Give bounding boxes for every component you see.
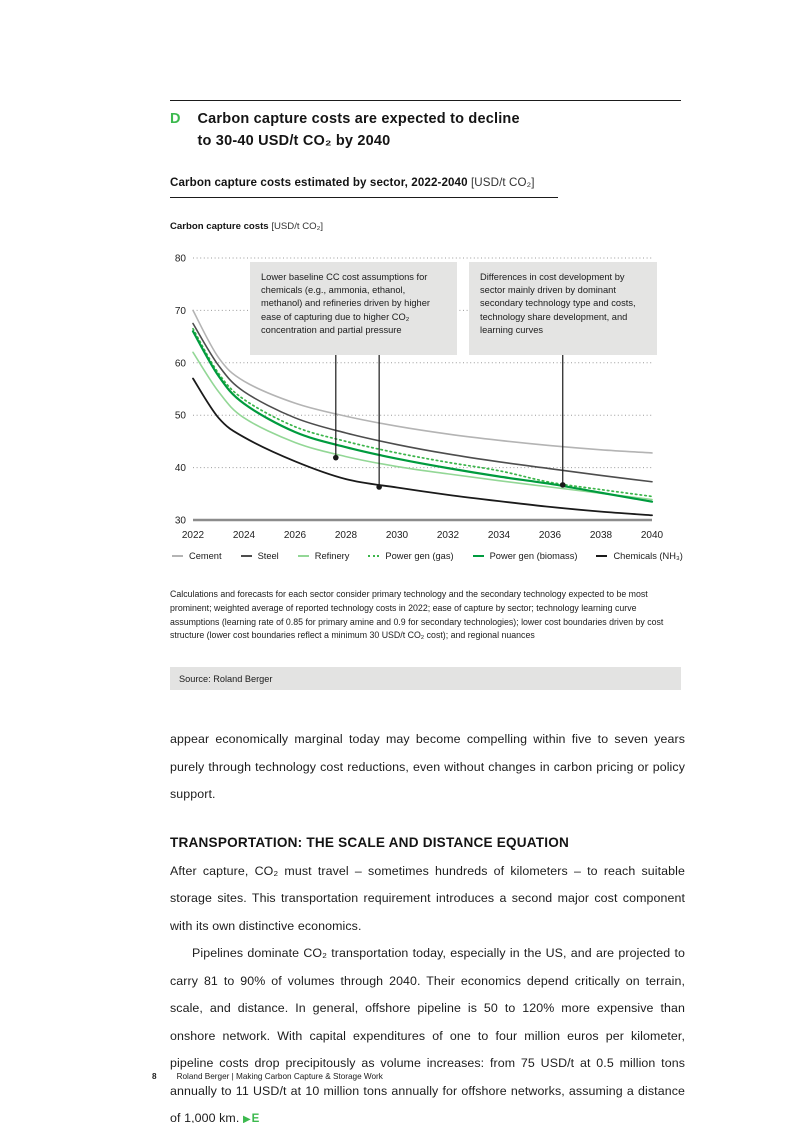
legend-swatch xyxy=(240,555,252,557)
svg-text:2034: 2034 xyxy=(488,530,511,541)
svg-text:80: 80 xyxy=(175,254,187,265)
section-heading-transportation: TRANSPORTATION: THE SCALE AND DISTANCE E… xyxy=(170,834,570,850)
svg-text:2032: 2032 xyxy=(437,530,460,541)
legend-label: Chemicals (NH₃) xyxy=(613,551,683,561)
chart-legend: Cement Steel Refinery Power gen (gas) Power … xyxy=(172,551,687,561)
body-paragraph-pipelines: Pipelines dominate CO₂ transportation to… xyxy=(170,940,685,1123)
chart-y-axis-title-text: Carbon capture costs xyxy=(170,221,269,232)
series-line-refinery xyxy=(192,351,653,501)
figure-e-label: E xyxy=(251,1113,260,1123)
legend-item-refinery: Refinery xyxy=(297,551,350,561)
series-line-cement xyxy=(192,309,653,454)
series-line-steel xyxy=(192,322,653,483)
legend-label: Power gen (biomass) xyxy=(489,551,578,561)
svg-text:2028: 2028 xyxy=(335,530,358,541)
exhibit-title-unit: [USD/t CO₂] xyxy=(470,176,535,189)
body-paragraph-capture: After capture, CO₂ must travel – sometim… xyxy=(170,863,685,933)
legend-item-power-gen-gas-: Power gen (gas) xyxy=(368,551,454,561)
legend-item-cement: Cement xyxy=(172,551,222,561)
svg-text:2030: 2030 xyxy=(386,530,409,541)
page-number: 8 xyxy=(152,1072,157,1081)
svg-text:2038: 2038 xyxy=(590,530,613,541)
play-icon: ▶ xyxy=(242,1114,252,1123)
exhibit-title: Carbon capture costs estimated by sector… xyxy=(170,176,681,189)
line-chart-canvas: 30 40 50 60 70 80 2022 2024 2026 2028 2030 2032 2034… xyxy=(175,254,664,542)
header-rule xyxy=(170,100,681,101)
exhibit-header: D Carbon capture costs are expected to d… xyxy=(170,108,681,152)
exhibit-headline: Carbon capture costs are expected to dec… xyxy=(197,111,520,149)
exhibit-title-text: Carbon capture costs estimated by sector… xyxy=(170,176,468,189)
carbon-capture-cost-chart: 30 40 50 60 70 80 2022 2024 2026 2028 2030 2032 2034… xyxy=(170,245,690,545)
legend-label: Power gen (gas) xyxy=(385,551,454,561)
body-text: appear economically marginal today may b… xyxy=(170,726,685,1123)
svg-text:60: 60 xyxy=(175,358,187,369)
svg-text:40: 40 xyxy=(175,463,187,474)
annotation-box-chemicals: Lower baseline CC cost assumptions for c… xyxy=(250,262,457,355)
legend-swatch xyxy=(596,555,608,557)
series-line-power-gen-biomass- xyxy=(191,330,654,503)
pipelines-text: Pipelines dominate CO₂ transportation to… xyxy=(170,946,685,1123)
svg-text:50: 50 xyxy=(175,411,187,422)
svg-text:2036: 2036 xyxy=(539,530,562,541)
body-paragraph-costs: appear economically marginal today may b… xyxy=(170,732,685,801)
source-text: Source: Roland Berger xyxy=(179,673,273,684)
legend-label: Refinery xyxy=(314,551,350,561)
exhibit-letter: D xyxy=(170,111,181,127)
legend-label: Steel xyxy=(257,551,279,561)
legend-swatch xyxy=(172,555,183,557)
svg-text:2040: 2040 xyxy=(641,530,664,541)
chart-footnote: Calculations and forecasts for each sect… xyxy=(170,589,664,641)
source-bar: Source: Roland Berger xyxy=(170,667,681,690)
footer-title: Roland Berger | Making Carbon Capture & … xyxy=(176,1072,383,1081)
svg-text:70: 70 xyxy=(175,306,187,317)
legend-item-chemicals-nh-: Chemicals (NH₃) xyxy=(596,551,683,561)
legend-swatch xyxy=(297,555,309,557)
series-line-chemicals-nh- xyxy=(192,377,653,517)
svg-text:2026: 2026 xyxy=(284,530,307,541)
legend-item-steel: Steel xyxy=(240,551,279,561)
annotation-box-sector-differences: Differences in cost development by secto… xyxy=(469,262,657,355)
svg-text:2022: 2022 xyxy=(182,530,205,541)
figure-e-marker: ▶E xyxy=(243,1113,259,1123)
legend-label: Cement xyxy=(189,551,222,561)
svg-text:2024: 2024 xyxy=(233,530,256,541)
legend-swatch xyxy=(472,555,484,557)
chart-y-axis-title-unit: [USD/t CO₂] xyxy=(271,221,324,232)
svg-text:30: 30 xyxy=(175,516,187,527)
exhibit-title-rule xyxy=(170,197,558,198)
legend-item-power-gen-biomass-: Power gen (biomass) xyxy=(472,551,578,561)
chart-y-axis-title: Carbon capture costs [USD/t CO₂] xyxy=(170,221,323,232)
page-footer: 8 Roland Berger | Making Carbon Capture … xyxy=(152,1072,383,1081)
legend-swatch xyxy=(368,555,380,557)
